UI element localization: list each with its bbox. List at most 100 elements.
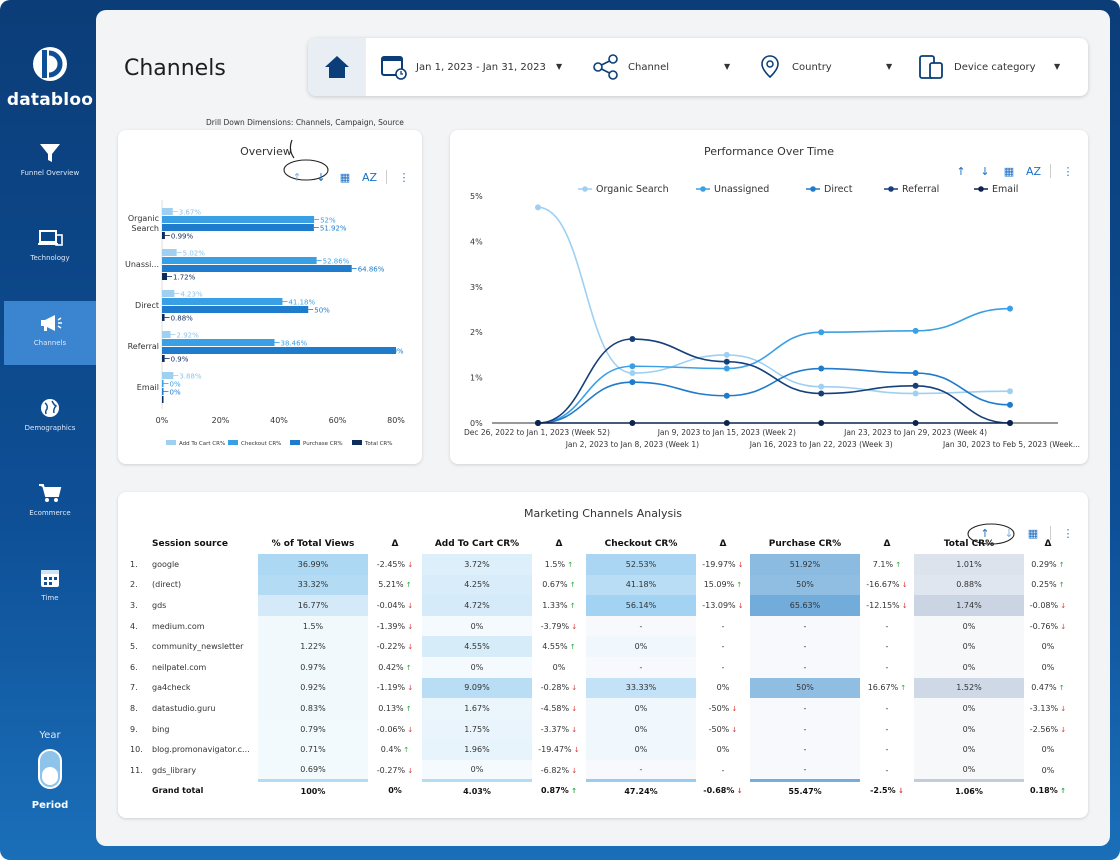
country-filter[interactable]: Country ▼ [756, 50, 900, 84]
legend-label[interactable]: Add To Cart CR% [179, 441, 225, 447]
bar[interactable] [162, 380, 164, 387]
data-point[interactable] [723, 420, 730, 426]
drill-down-icon[interactable]: ▦ [1027, 526, 1039, 540]
legend-label[interactable]: Email [992, 184, 1018, 195]
column-header-purchase[interactable]: Purchase CR% [768, 539, 842, 549]
bar[interactable] [162, 314, 165, 321]
bar[interactable] [162, 388, 164, 395]
data-point[interactable] [912, 420, 919, 426]
data-point[interactable] [629, 420, 636, 426]
table-row[interactable]: 10. blog.promonavigator.c... 0.71% 0.4% ↑ 1.… [126, 739, 1072, 760]
bar[interactable] [162, 216, 315, 223]
column-header-delta[interactable]: Δ [555, 539, 563, 549]
data-point[interactable] [1007, 305, 1013, 312]
column-header-session-source[interactable]: Session source [152, 539, 228, 549]
sort-ascending-icon[interactable]: ↑ [292, 170, 302, 184]
column-header-delta[interactable]: Δ [1044, 539, 1052, 549]
sort-az-icon[interactable]: AZ [1026, 164, 1042, 178]
date-range-filter[interactable]: Jan 1, 2023 - Jan 31, 2023 ▼ [380, 50, 570, 84]
data-point[interactable] [818, 329, 825, 336]
table-row[interactable]: 2. (direct) 33.32% 5.21% ↑ 4.25% 0.67% ↑ 41.18… [126, 574, 1072, 596]
data-point[interactable] [629, 379, 636, 386]
legend-label[interactable]: Organic Search [596, 184, 669, 195]
data-point[interactable] [629, 370, 636, 377]
legend-label[interactable]: Total CR% [364, 441, 392, 447]
year-period-toggle[interactable] [38, 749, 62, 789]
sidebar-item-technology[interactable]: Technology [4, 216, 96, 280]
legend-label[interactable]: Purchase CR% [303, 441, 343, 447]
table-row[interactable]: 1. google 36.99% -2.45% ↓ 3.72% 1.5% ↑ 52.53% -… [126, 554, 1072, 575]
table-row[interactable]: 4. medium.com 1.5% -1.39% ↓ 0% -3.79% ↓ - - - -0%… [126, 615, 1072, 637]
home-button[interactable] [308, 38, 366, 96]
sidebar-item-time[interactable]: Time [4, 556, 96, 620]
more-options-icon[interactable]: ⋮ [1062, 526, 1074, 540]
data-point[interactable] [723, 351, 730, 358]
column-header-delta[interactable]: Δ [719, 539, 727, 549]
sort-descending-icon[interactable]: ↓ [1004, 526, 1014, 540]
data-point[interactable] [912, 327, 919, 334]
bar[interactable] [162, 347, 396, 354]
legend-label[interactable]: Checkout CR% [241, 441, 281, 447]
data-point[interactable] [535, 420, 541, 426]
device-category-filter[interactable]: Device category ▼ [918, 50, 1068, 84]
bar[interactable] [162, 208, 173, 215]
data-point[interactable] [818, 383, 825, 390]
data-point[interactable] [818, 420, 825, 426]
table-row[interactable]: 11. gds_library 0.69% -0.27% ↓ 0% -6.82% ↓ - - -… [126, 759, 1072, 781]
sidebar-item-demographics[interactable]: Demographics [4, 386, 96, 450]
bar[interactable] [162, 257, 317, 264]
table-row[interactable]: 3. gds 16.77% -0.04% ↓ 4.72% 1.33% ↑ 56.14% -13… [126, 595, 1072, 616]
table-row[interactable]: 6. neilpatel.com 0.97% 0.42% ↑ 0% 0% - - - -0% 0% [126, 656, 1072, 678]
more-options-icon[interactable]: ⋮ [1062, 164, 1074, 178]
bar[interactable] [162, 372, 174, 379]
bar[interactable] [162, 290, 175, 297]
data-point[interactable] [1007, 401, 1013, 408]
data-point[interactable] [723, 365, 730, 372]
bar[interactable] [162, 265, 352, 272]
table-row[interactable]: 5. community_newsletter 1.22% -0.22% ↓ 4.55%… [126, 636, 1072, 657]
legend-label[interactable]: Unassigned [714, 184, 769, 195]
sort-descending-icon[interactable]: ↓ [316, 170, 326, 184]
drill-down-icon[interactable]: ▦ [339, 170, 351, 184]
legend-label[interactable]: Referral [902, 184, 939, 195]
sort-az-icon[interactable]: AZ [362, 170, 378, 184]
bar[interactable] [162, 232, 165, 239]
sidebar-item-funnel-overview[interactable]: Funnel Overview [4, 131, 96, 195]
more-options-icon[interactable]: ⋮ [398, 170, 410, 184]
bar[interactable] [162, 396, 164, 403]
bar[interactable] [162, 298, 283, 305]
data-point[interactable] [912, 390, 919, 397]
data-point[interactable] [912, 382, 919, 389]
bar[interactable] [162, 249, 177, 256]
channel-filter[interactable]: Channel ▼ [592, 50, 740, 84]
column-header-total[interactable]: Total CR% [943, 539, 995, 549]
data-point[interactable] [723, 358, 730, 365]
data-point[interactable] [723, 392, 730, 399]
data-point[interactable] [629, 363, 636, 370]
bar[interactable] [162, 224, 314, 231]
bar[interactable] [162, 306, 309, 313]
column-header-views[interactable]: % of Total Views [271, 539, 355, 549]
bar[interactable] [162, 273, 168, 280]
bar[interactable] [162, 331, 171, 338]
table-row[interactable]: 9. bing 0.79% -0.06% ↓ 1.75% -3.37% ↓ 0% -50% ↓… [126, 718, 1072, 740]
column-header-delta[interactable]: Δ [391, 539, 399, 549]
data-point[interactable] [818, 390, 825, 397]
data-point[interactable] [912, 370, 919, 377]
column-header-add-to-cart[interactable]: Add To Cart CR% [434, 539, 520, 549]
data-point[interactable] [1007, 420, 1013, 426]
sidebar-item-channels[interactable]: Channels [4, 301, 96, 365]
sort-ascending-icon[interactable]: ↑ [980, 526, 990, 540]
sidebar-item-ecommerce[interactable]: Ecommerce [4, 471, 96, 535]
sort-ascending-icon[interactable]: ↑ [956, 164, 966, 178]
bar[interactable] [162, 339, 275, 346]
legend-label[interactable]: Direct [824, 184, 853, 195]
column-header-checkout[interactable]: Checkout CR% [604, 539, 678, 549]
column-header-delta[interactable]: Δ [883, 539, 891, 549]
data-point[interactable] [1007, 388, 1013, 395]
data-point[interactable] [629, 336, 636, 343]
table-row[interactable]: 7. ga4check 0.92% -1.19% ↓ 9.09% -0.28% ↓ 33.3… [126, 677, 1072, 699]
sort-descending-icon[interactable]: ↓ [980, 164, 990, 178]
drill-down-icon[interactable]: ▦ [1003, 164, 1015, 178]
table-row[interactable]: 8. datastudio.guru 0.83% 0.13% ↑ 1.67% -4.58%… [126, 698, 1072, 719]
